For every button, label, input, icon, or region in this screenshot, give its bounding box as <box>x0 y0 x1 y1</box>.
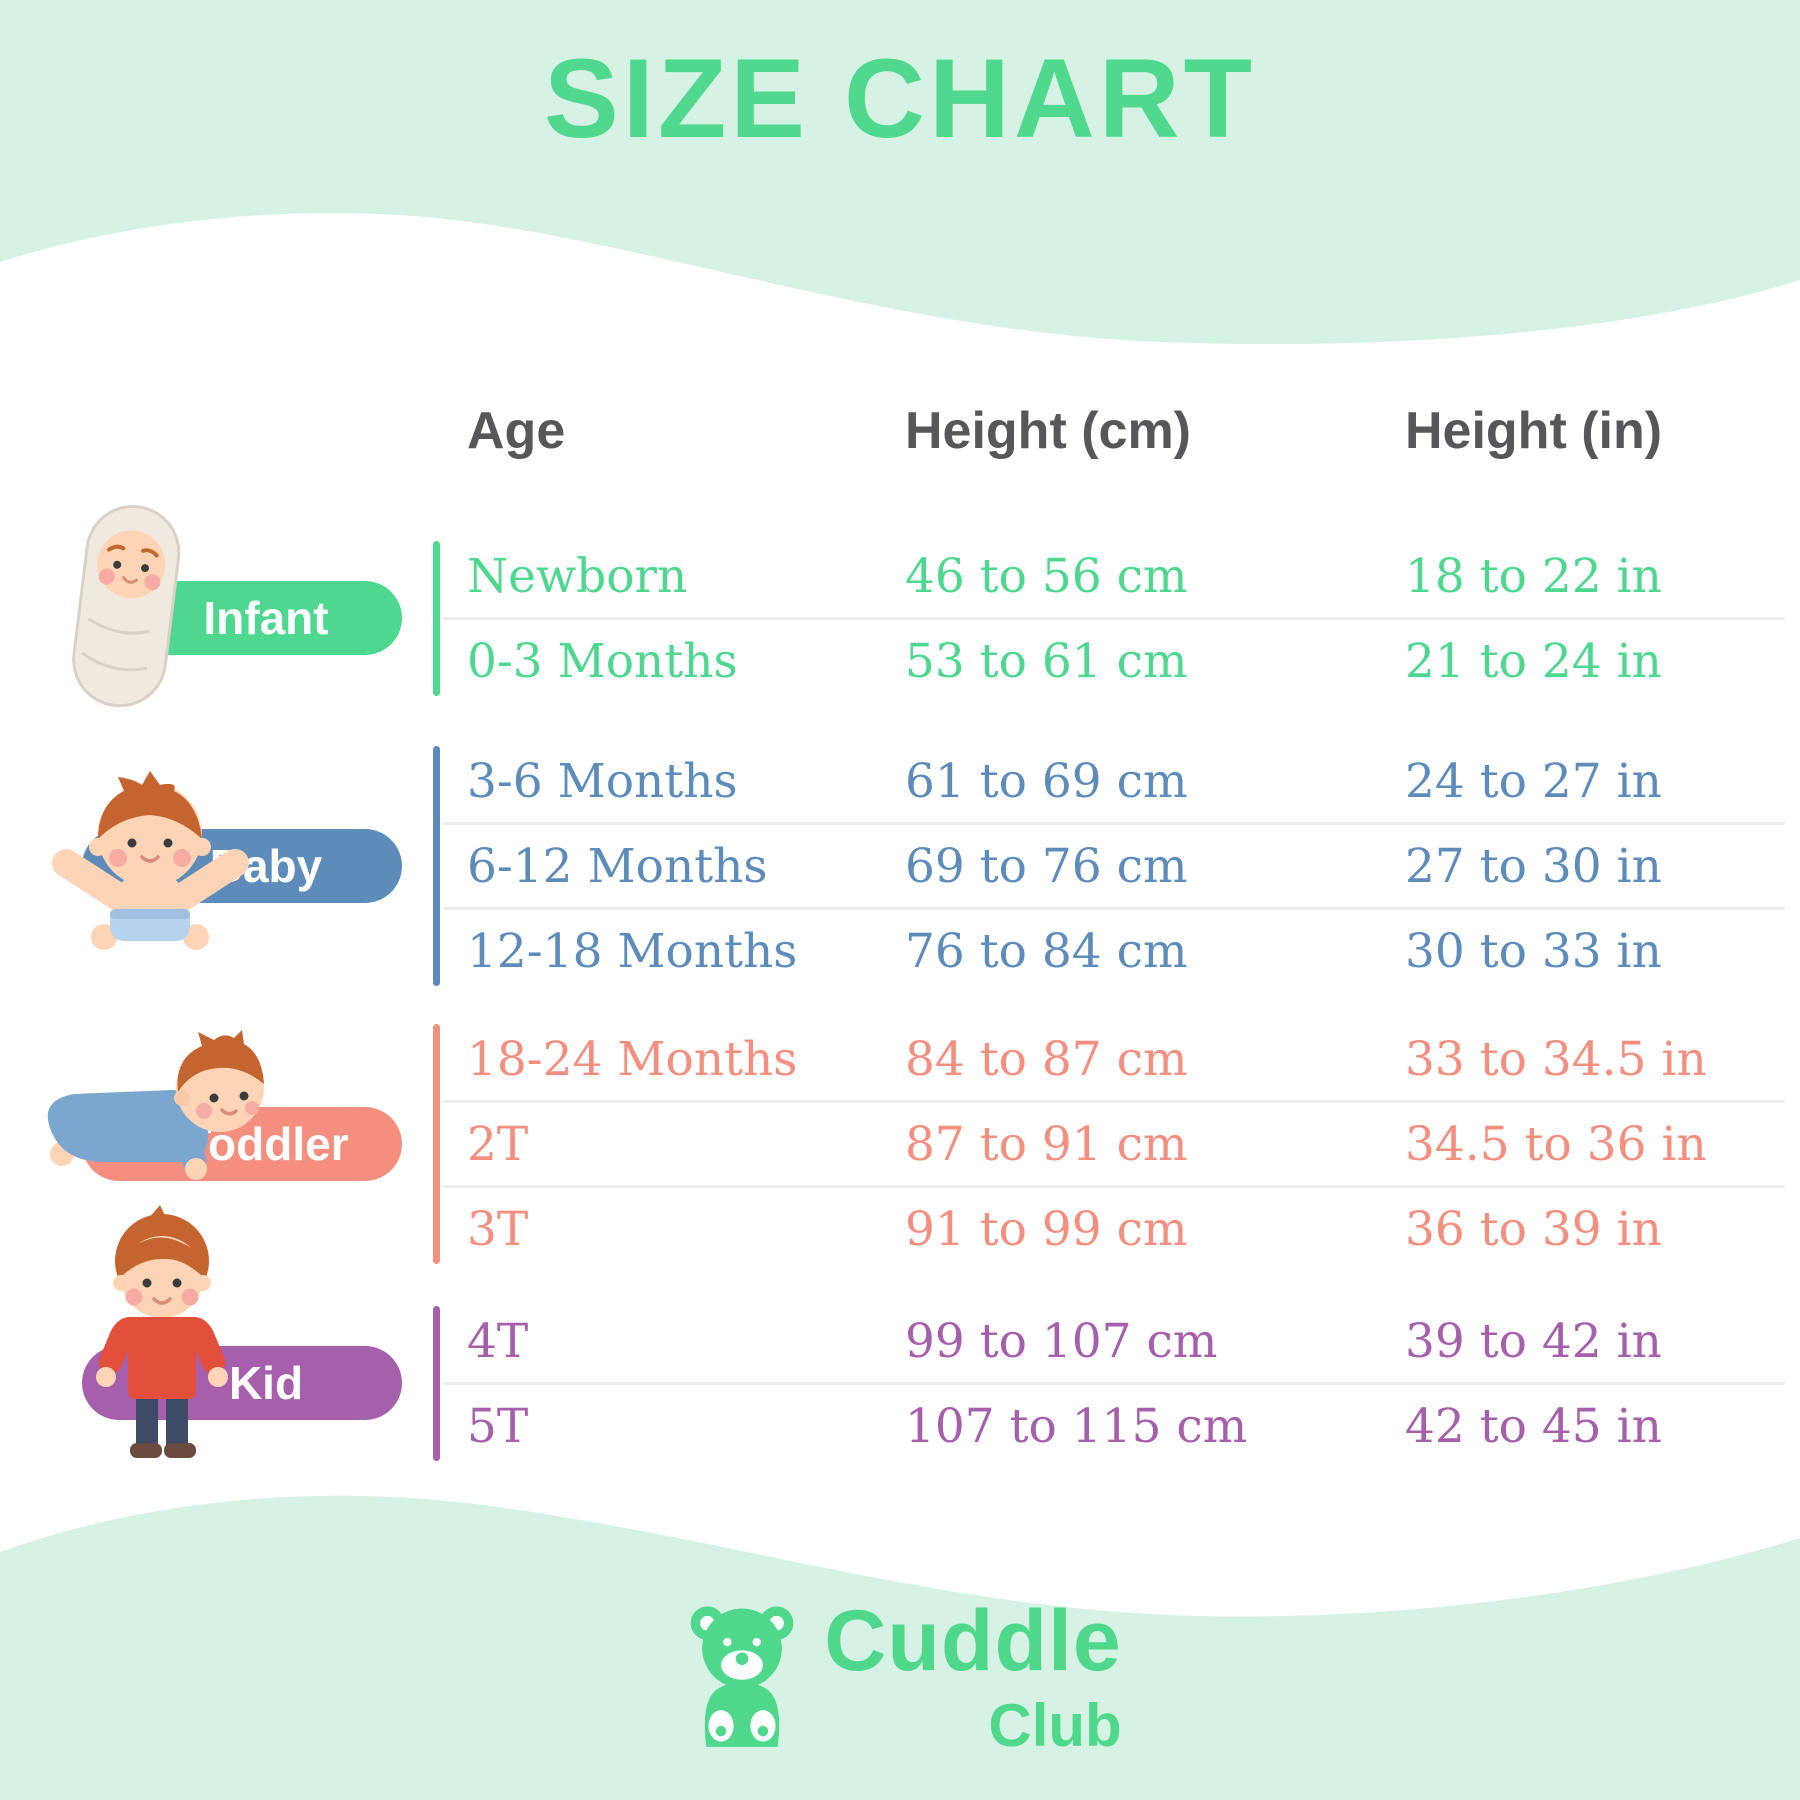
height-in-cell: 30 to 33 in <box>1405 923 1662 979</box>
top-wave-band <box>0 0 1800 345</box>
height-cm-cell: 87 to 91 cm <box>905 1116 1188 1172</box>
age-cell: 4T <box>467 1313 529 1369</box>
height-in-cell: 18 to 22 in <box>1405 548 1662 604</box>
height-in-cell: 27 to 30 in <box>1405 838 1662 894</box>
height-in-cell: 21 to 24 in <box>1405 633 1662 689</box>
height-cm-cell: 53 to 61 cm <box>905 633 1188 689</box>
height-cm-cell: 61 to 69 cm <box>905 753 1188 809</box>
height-cm-cell: 99 to 107 cm <box>905 1313 1218 1369</box>
column-header-height-in: Height (in) <box>1405 402 1663 460</box>
height-in-cell: 36 to 39 in <box>1405 1201 1662 1257</box>
row-divider <box>443 822 1785 825</box>
table-header: Age Height (cm) Height (in) <box>433 388 1785 474</box>
crawling-toddler-icon <box>47 1030 264 1180</box>
table-row: 3T 91 to 99 cm 36 to 39 in <box>433 1188 1785 1270</box>
brand-name-line2: Club <box>988 1692 1122 1759</box>
brand-name-line1: Cuddle <box>824 1593 1122 1689</box>
age-cell: 6-12 Months <box>467 838 768 894</box>
category-label: Kid <box>228 1357 304 1409</box>
height-in-cell: 39 to 42 in <box>1405 1313 1662 1369</box>
height-in-cell: 42 to 45 in <box>1405 1398 1662 1454</box>
size-group-toddler: 18-24 Months 84 to 87 cm 33 to 34.5 in 2… <box>433 1018 1785 1270</box>
height-in-cell: 33 to 34.5 in <box>1405 1031 1707 1087</box>
table-row: 0-3 Months 53 to 61 cm 21 to 24 in <box>433 620 1785 702</box>
age-cell: 0-3 Months <box>467 633 738 689</box>
table-row: 2T 87 to 91 cm 34.5 to 36 in <box>433 1103 1785 1185</box>
sitting-baby-icon <box>52 771 249 950</box>
height-in-cell: 24 to 27 in <box>1405 753 1662 809</box>
page-title: SIZE CHART <box>544 36 1256 161</box>
height-cm-cell: 107 to 115 cm <box>905 1398 1248 1454</box>
age-cell: 5T <box>467 1398 529 1454</box>
bottom-wave-band <box>0 1495 1800 1800</box>
standing-kid-icon <box>96 1205 228 1458</box>
teddy-bear-icon <box>690 1606 794 1747</box>
size-group-baby: 3-6 Months 61 to 69 cm 24 to 27 in 6-12 … <box>433 740 1785 992</box>
table-row: 12-18 Months 76 to 84 cm 30 to 33 in <box>433 910 1785 992</box>
row-divider <box>443 617 1785 620</box>
row-divider <box>443 907 1785 910</box>
height-in-cell: 34.5 to 36 in <box>1405 1116 1707 1172</box>
age-cell: Newborn <box>467 548 688 604</box>
age-cell: 3-6 Months <box>467 753 738 809</box>
age-cell: 12-18 Months <box>467 923 798 979</box>
age-cell: 3T <box>467 1201 529 1257</box>
brand-logo: Cuddle Club <box>0 1598 1800 1756</box>
column-header-height-cm: Height (cm) <box>905 402 1191 460</box>
table-row: 5T 107 to 115 cm 42 to 45 in <box>433 1385 1785 1467</box>
table-row: 18-24 Months 84 to 87 cm 33 to 34.5 in <box>433 1018 1785 1100</box>
row-divider <box>443 1382 1785 1385</box>
row-divider <box>443 1185 1785 1188</box>
swaddled-infant-icon <box>72 505 181 708</box>
brand-name: Cuddle Club <box>824 1598 1121 1756</box>
height-cm-cell: 69 to 76 cm <box>905 838 1188 894</box>
age-cell: 18-24 Months <box>467 1031 798 1087</box>
column-header-age: Age <box>467 402 566 460</box>
height-cm-cell: 76 to 84 cm <box>905 923 1188 979</box>
table-row: 6-12 Months 69 to 76 cm 27 to 30 in <box>433 825 1785 907</box>
table-row: Newborn 46 to 56 cm 18 to 22 in <box>433 535 1785 617</box>
table-row: 3-6 Months 61 to 69 cm 24 to 27 in <box>433 740 1785 822</box>
height-cm-cell: 91 to 99 cm <box>905 1201 1188 1257</box>
age-cell: 2T <box>467 1116 529 1172</box>
row-divider <box>443 1100 1785 1103</box>
table-row: 4T 99 to 107 cm 39 to 42 in <box>433 1300 1785 1382</box>
height-cm-cell: 46 to 56 cm <box>905 548 1188 604</box>
size-group-kid: 4T 99 to 107 cm 39 to 42 in 5T 107 to 11… <box>433 1300 1785 1467</box>
height-cm-cell: 84 to 87 cm <box>905 1031 1188 1087</box>
category-label: Infant <box>203 592 329 644</box>
size-group-infant: Newborn 46 to 56 cm 18 to 22 in 0-3 Mont… <box>433 535 1785 702</box>
